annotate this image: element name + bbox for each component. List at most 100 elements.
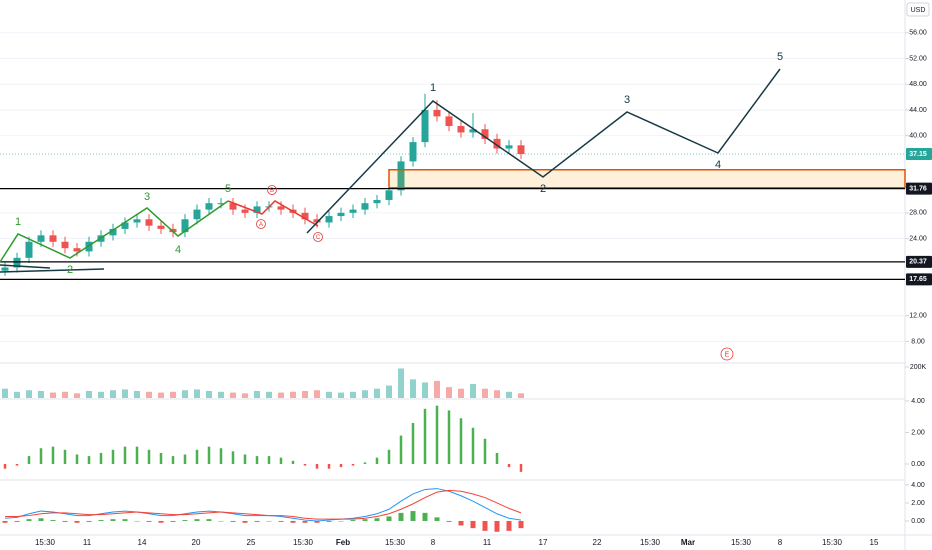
x-tick-label: 11 (483, 538, 492, 547)
bar (147, 449, 151, 464)
bar (338, 520, 344, 522)
bar (63, 449, 67, 464)
y-tick-label: 24.00 (909, 235, 927, 242)
candle-body (145, 219, 153, 226)
candle-body (481, 129, 489, 139)
bar (110, 390, 116, 398)
bar (302, 391, 308, 398)
candle-body (457, 126, 465, 133)
last-price-tag (906, 147, 932, 160)
wave-label: 3 (144, 191, 150, 203)
candle-body (73, 248, 81, 252)
bar (374, 518, 380, 521)
candle-body (469, 129, 477, 133)
bar (290, 391, 296, 398)
bar (314, 390, 320, 398)
bar (386, 385, 392, 398)
candle-body (241, 209, 249, 213)
bar (387, 449, 391, 464)
trend-line (0, 264, 51, 269)
bar (183, 454, 187, 464)
x-tick-label: 22 (593, 538, 602, 547)
y-tick-label: 0.00 (911, 518, 925, 525)
wave-label: 1 (15, 216, 21, 228)
bar (206, 391, 212, 398)
x-tick-label: 15:30 (35, 538, 56, 547)
candle-body (193, 209, 201, 220)
bar (350, 391, 356, 398)
bar (374, 388, 380, 398)
candle-body (109, 228, 117, 236)
wave-label: E (725, 351, 730, 358)
bar (207, 446, 211, 464)
bar (518, 520, 524, 529)
wave-label: 1 (430, 82, 436, 94)
bar (471, 427, 475, 464)
bar (470, 384, 476, 398)
bar (507, 463, 511, 468)
candle-body (313, 219, 321, 223)
bar (267, 456, 271, 464)
candle-body (397, 161, 405, 191)
bar (446, 520, 452, 522)
candle-body (205, 203, 213, 210)
bar (350, 520, 356, 521)
bar (314, 520, 320, 523)
candle-body (61, 241, 69, 249)
candle-body (181, 219, 189, 233)
x-tick-label: 8 (431, 538, 436, 547)
candle-body (13, 257, 21, 268)
bar (38, 391, 44, 398)
candle-body (373, 199, 381, 204)
bar (483, 438, 487, 464)
bar (243, 454, 247, 464)
bar (458, 520, 464, 526)
bar (38, 518, 44, 521)
bar (242, 393, 248, 398)
candle-body (517, 145, 525, 154)
y-tick-label: 200K (910, 364, 927, 371)
x-tick-label: 15:30 (293, 538, 314, 547)
candle-body (409, 142, 417, 162)
bar (422, 382, 428, 398)
bar (255, 456, 259, 464)
y-tick-label: 4.00 (911, 482, 925, 489)
bar (158, 520, 164, 523)
minor-wave (0, 200, 229, 263)
wave-label: 5 (777, 51, 783, 63)
x-tick-label: 11 (83, 538, 92, 547)
bar (410, 379, 416, 398)
candle-body (121, 222, 129, 229)
x-tick-label: 14 (138, 538, 147, 547)
bar (14, 391, 20, 398)
candle-body (217, 203, 225, 205)
bar (254, 520, 260, 522)
bar (519, 463, 523, 472)
wave-label: 2 (540, 183, 546, 195)
bar (494, 520, 500, 532)
candle-body (85, 241, 93, 252)
bar (26, 390, 32, 398)
x-tick-label: 15:30 (385, 538, 406, 547)
bar (195, 449, 199, 464)
bar (194, 519, 200, 521)
bar (518, 393, 524, 398)
candle-body (325, 216, 333, 223)
level-tag (906, 255, 932, 268)
x-tick-label: 25 (247, 538, 256, 547)
bar (434, 517, 440, 521)
y-tick-label: 12.00 (909, 313, 927, 320)
bar (386, 516, 392, 521)
candle-body (421, 109, 429, 143)
currency-label: USD (911, 7, 926, 14)
wave-label: B (270, 188, 274, 194)
x-tick-label: 15:30 (822, 538, 843, 547)
candle-body (445, 116, 453, 127)
bar (39, 448, 43, 464)
y-tick-label: 48.00 (909, 81, 927, 88)
x-tick-label: 15:30 (640, 538, 661, 547)
bar (326, 391, 332, 398)
bar (122, 389, 128, 398)
bar (218, 391, 224, 398)
bar (86, 391, 92, 398)
